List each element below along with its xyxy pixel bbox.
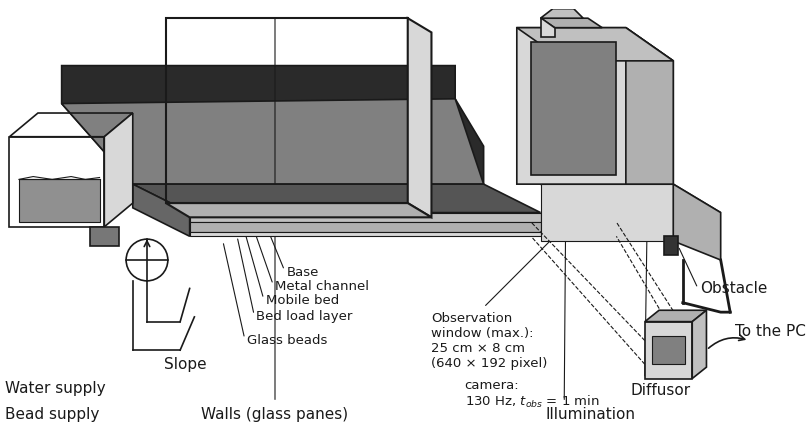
Polygon shape xyxy=(19,179,100,222)
Polygon shape xyxy=(673,184,721,260)
Polygon shape xyxy=(190,213,540,222)
Polygon shape xyxy=(62,66,484,184)
Polygon shape xyxy=(62,99,484,184)
Polygon shape xyxy=(540,184,673,241)
Polygon shape xyxy=(104,113,133,227)
Polygon shape xyxy=(517,28,673,184)
Text: Slope: Slope xyxy=(164,357,207,372)
Text: To the PC: To the PC xyxy=(735,323,806,339)
Polygon shape xyxy=(190,232,540,236)
Text: Base: Base xyxy=(287,266,319,279)
Polygon shape xyxy=(166,203,432,217)
Text: camera:
130 Hz, $t_{obs}$ = 1 min: camera: 130 Hz, $t_{obs}$ = 1 min xyxy=(465,378,599,410)
Text: Metal channel: Metal channel xyxy=(275,280,369,293)
Polygon shape xyxy=(645,310,706,322)
Polygon shape xyxy=(517,28,673,61)
Polygon shape xyxy=(540,9,583,18)
Text: Mobile bed: Mobile bed xyxy=(266,294,339,307)
Text: Bed load layer: Bed load layer xyxy=(256,310,352,323)
Polygon shape xyxy=(645,322,693,378)
Polygon shape xyxy=(133,184,540,213)
Text: Obstacle: Obstacle xyxy=(700,281,767,296)
Polygon shape xyxy=(540,18,555,37)
Text: Glass beads: Glass beads xyxy=(246,334,327,347)
Polygon shape xyxy=(531,42,616,174)
Polygon shape xyxy=(407,18,432,217)
Text: Diffusor: Diffusor xyxy=(631,383,691,398)
Text: Illumination: Illumination xyxy=(545,407,635,422)
Text: Walls (glass panes): Walls (glass panes) xyxy=(202,407,348,422)
Polygon shape xyxy=(540,184,721,213)
Text: Observation
window (max.):
25 cm × 8 cm
(640 × 192 pixel): Observation window (max.): 25 cm × 8 cm … xyxy=(432,312,548,370)
Polygon shape xyxy=(540,18,602,28)
Polygon shape xyxy=(190,222,540,232)
Polygon shape xyxy=(133,184,190,236)
Polygon shape xyxy=(626,28,673,184)
Polygon shape xyxy=(693,310,706,378)
Polygon shape xyxy=(90,227,118,246)
Text: Water supply: Water supply xyxy=(5,381,105,395)
Bar xyxy=(652,336,684,364)
Polygon shape xyxy=(663,236,678,255)
Text: Bead supply: Bead supply xyxy=(5,407,99,422)
